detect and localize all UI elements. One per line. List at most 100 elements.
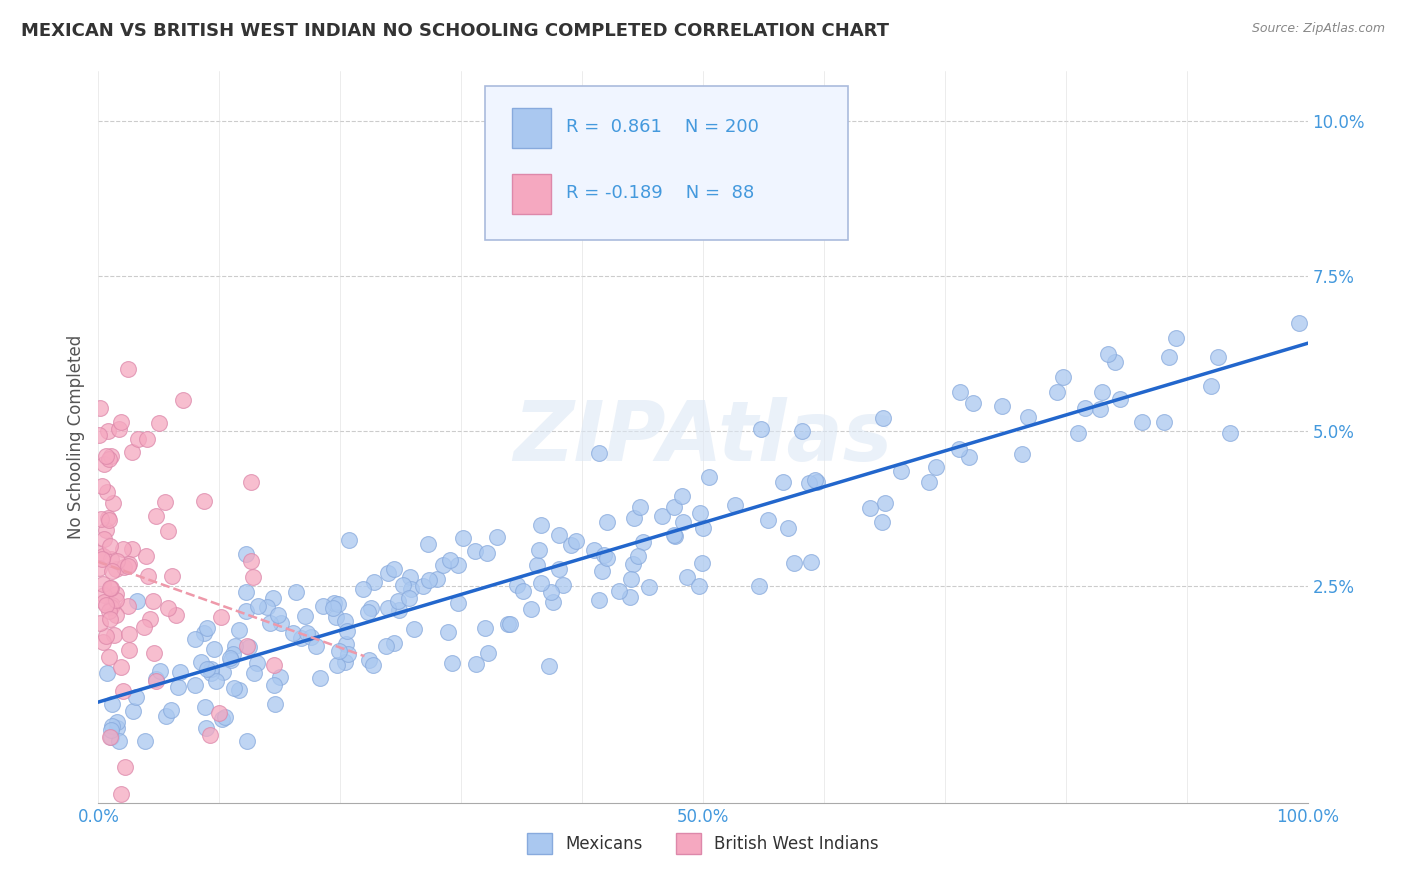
Point [108, 734, 131, 748]
Point [772, 475, 794, 489]
Point [281, 625, 304, 640]
Point [439, 553, 461, 567]
Point [172, 392, 194, 407]
Point [873, 496, 896, 510]
Point [377, 566, 399, 581]
Point [242, 570, 264, 584]
Point [97, 604, 120, 618]
Point [165, 607, 187, 622]
Point [105, 722, 128, 736]
Point [111, 683, 134, 698]
Point [235, 585, 257, 599]
Point [382, 562, 405, 576]
Point [361, 658, 384, 673]
Point [294, 608, 316, 623]
Point [1288, 316, 1310, 330]
Point [98, 612, 121, 626]
Point [105, 714, 128, 729]
Point [100, 723, 122, 737]
Point [134, 734, 156, 748]
Point [263, 698, 285, 712]
Point [222, 647, 245, 661]
Point [96, 666, 118, 681]
Point [100, 730, 122, 744]
FancyBboxPatch shape [485, 86, 848, 240]
Point [153, 495, 176, 509]
Point [505, 578, 527, 592]
Point [156, 601, 179, 615]
Point [200, 728, 222, 742]
Point [89, 546, 111, 560]
Point [193, 626, 215, 640]
Point [499, 616, 522, 631]
Point [222, 681, 245, 695]
Point [432, 558, 454, 573]
Point [918, 475, 941, 489]
Point [136, 569, 159, 583]
Point [520, 602, 543, 616]
Point [169, 665, 191, 679]
Point [200, 662, 222, 676]
Point [121, 445, 143, 459]
Point [239, 554, 262, 568]
Point [1097, 347, 1119, 361]
Point [333, 655, 356, 669]
Point [377, 601, 399, 615]
Point [235, 604, 257, 618]
Point [145, 508, 167, 523]
Point [235, 547, 257, 561]
Point [697, 470, 720, 484]
Point [246, 599, 269, 613]
Point [110, 415, 132, 429]
Point [446, 596, 468, 610]
Point [512, 583, 534, 598]
Point [416, 537, 439, 551]
Point [290, 631, 312, 645]
Point [724, 498, 747, 512]
Point [98, 539, 121, 553]
Point [426, 572, 449, 586]
Legend: Mexicans, British West Indians: Mexicans, British West Indians [520, 827, 886, 860]
Point [89, 561, 111, 575]
Point [1017, 410, 1039, 425]
Point [219, 651, 242, 665]
Point [204, 674, 226, 689]
Point [148, 416, 170, 430]
Point [447, 558, 470, 572]
Point [100, 600, 122, 615]
Point [89, 615, 111, 630]
Point [990, 399, 1012, 413]
Point [800, 555, 823, 569]
Point [145, 672, 167, 686]
Point [465, 657, 488, 671]
Point [202, 641, 225, 656]
Point [671, 489, 693, 503]
Point [588, 592, 610, 607]
Point [628, 500, 651, 515]
Point [1153, 415, 1175, 429]
Point [1052, 370, 1074, 384]
Point [1074, 401, 1097, 416]
Point [155, 709, 177, 723]
Point [1090, 401, 1112, 416]
Point [228, 683, 250, 698]
Point [195, 661, 218, 675]
Text: MEXICAN VS BRITISH WEST INDIAN NO SCHOOLING COMPLETED CORRELATION CHART: MEXICAN VS BRITISH WEST INDIAN NO SCHOOL… [21, 22, 889, 40]
Point [790, 424, 813, 438]
Point [526, 558, 548, 572]
Point [139, 611, 162, 625]
Point [305, 639, 328, 653]
Point [100, 719, 122, 733]
Point [797, 476, 820, 491]
Point [301, 630, 323, 644]
Point [537, 659, 560, 673]
Point [359, 653, 381, 667]
Point [593, 548, 616, 562]
Point [263, 658, 285, 673]
Point [551, 577, 574, 591]
Point [311, 599, 333, 613]
Point [1157, 351, 1180, 365]
Point [145, 674, 167, 689]
Point [333, 614, 356, 628]
Point [335, 637, 357, 651]
